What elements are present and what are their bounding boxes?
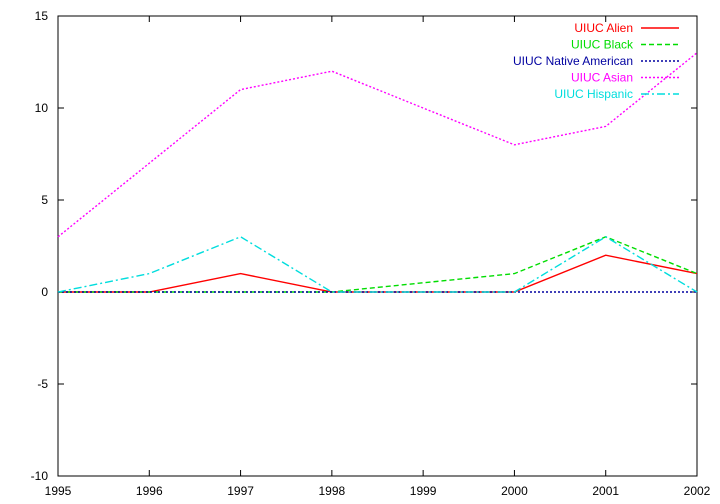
series-line-uiuc-hispanic [57,235,698,293]
x-tick-label: 1997 [227,484,254,498]
y-tick-label: 0 [41,285,48,299]
series-line-uiuc-asian [57,52,698,238]
y-tick-label: 5 [41,193,48,207]
x-tick-label: 2002 [684,484,711,498]
legend-label-uiuc-black: UIUC Black [571,38,634,52]
legend-label-uiuc-alien: UIUC Alien [574,21,633,35]
y-tick-label: 15 [35,9,49,23]
plot-frame [57,15,698,477]
x-tick-label: 1999 [410,484,437,498]
series-line-uiuc-black [58,236,698,293]
series-line-uiuc-alien [58,254,698,293]
x-tick-label: 1996 [136,484,163,498]
x-tick-label: 1995 [45,484,72,498]
y-tick-label: 10 [35,101,49,115]
y-tick-label: -10 [31,469,49,483]
x-tick-label: 2001 [592,484,619,498]
x-tick-label: 1998 [319,484,346,498]
legend-label-uiuc-native-american: UIUC Native American [513,54,633,68]
y-tick-label: -5 [37,377,48,391]
x-tick-label: 2000 [501,484,528,498]
legend-label-uiuc-asian: UIUC Asian [571,71,633,85]
legend-label-uiuc-hispanic: UIUC Hispanic [554,87,633,101]
